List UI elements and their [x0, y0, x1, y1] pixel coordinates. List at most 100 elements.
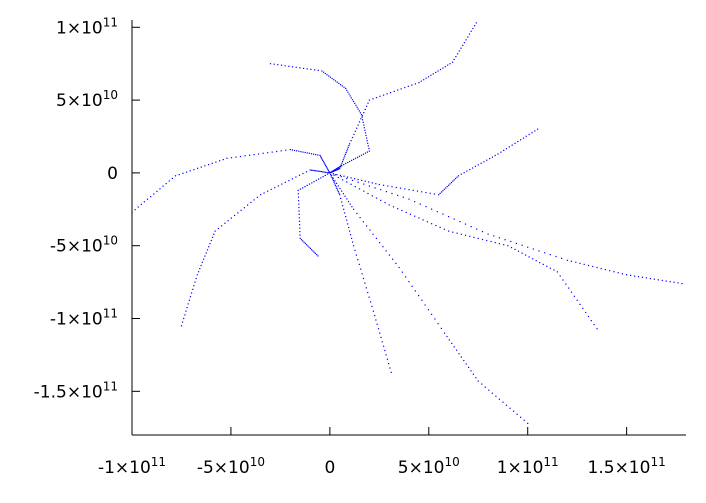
data-point	[355, 254, 357, 256]
data-point	[437, 323, 439, 325]
data-point	[315, 154, 317, 156]
data-point	[298, 200, 300, 202]
tick-mantissa: -1×10	[50, 310, 103, 330]
data-point	[510, 240, 512, 243]
data-point	[553, 269, 555, 271]
data-point	[427, 76, 430, 78]
data-point	[368, 150, 370, 152]
data-point	[253, 154, 255, 156]
data-point	[186, 307, 188, 309]
data-point	[260, 194, 262, 196]
data-point	[332, 180, 334, 182]
data-point	[345, 152, 347, 154]
data-point	[366, 225, 368, 227]
data-point	[323, 171, 325, 173]
data-point	[305, 244, 308, 246]
tick-mantissa: 1×10	[497, 458, 544, 478]
data-point	[521, 252, 523, 254]
data-point	[330, 173, 332, 176]
data-point	[311, 182, 313, 184]
data-point	[331, 171, 333, 173]
data-point	[448, 216, 450, 218]
data-point	[416, 190, 419, 192]
data-point	[291, 178, 293, 180]
data-point	[653, 278, 655, 280]
data-point	[414, 215, 416, 217]
data-point	[532, 248, 534, 250]
data-point	[469, 235, 471, 237]
data-point	[525, 135, 527, 137]
data-point	[336, 168, 338, 170]
data-point	[388, 363, 390, 365]
data-point	[316, 170, 318, 172]
data-point	[299, 224, 301, 226]
data-point	[468, 366, 470, 368]
data-point	[470, 30, 472, 32]
data-point	[385, 354, 387, 356]
data-point	[354, 102, 356, 104]
data-point	[436, 211, 438, 213]
data-point	[380, 199, 382, 201]
data-point	[669, 281, 671, 283]
data-point	[247, 204, 249, 206]
data-point	[234, 214, 236, 217]
data-point	[333, 170, 335, 172]
data-point	[284, 65, 286, 67]
data-point	[178, 174, 180, 176]
data-point	[313, 170, 315, 172]
data-point	[308, 183, 311, 185]
data-point	[498, 237, 500, 239]
data-point	[193, 285, 195, 287]
data-point	[363, 112, 365, 114]
data-point	[566, 259, 568, 261]
data-point	[429, 192, 431, 194]
data-point	[637, 276, 640, 278]
data-point	[363, 124, 365, 126]
data-point	[315, 170, 317, 172]
data-point	[180, 325, 183, 327]
data-point	[341, 85, 343, 87]
data-point	[342, 205, 344, 207]
data-point	[500, 151, 502, 153]
data-point	[539, 262, 541, 264]
tick-exponent: 11	[151, 455, 166, 469]
data-point	[230, 157, 233, 159]
data-point	[641, 276, 644, 278]
data-point	[460, 233, 462, 235]
data-point	[331, 170, 333, 172]
data-point	[449, 183, 451, 185]
data-point	[420, 80, 422, 82]
data-point	[634, 275, 636, 277]
data-point	[296, 150, 298, 152]
data-point	[527, 422, 529, 424]
data-point	[191, 292, 193, 294]
data-point	[302, 151, 304, 153]
data-point	[308, 152, 310, 154]
data-point	[362, 121, 364, 123]
data-point	[317, 255, 319, 257]
data-point	[604, 269, 606, 271]
data-point	[351, 159, 353, 161]
data-point	[295, 176, 297, 178]
data-point	[322, 171, 324, 173]
data-point	[362, 119, 364, 121]
data-point	[337, 167, 339, 169]
data-point	[366, 105, 368, 107]
data-point	[244, 155, 246, 157]
data-point	[421, 299, 423, 301]
data-point	[303, 67, 305, 69]
data-point	[299, 188, 302, 190]
data-point	[472, 167, 474, 169]
data-point	[339, 167, 341, 170]
data-point	[600, 268, 602, 270]
data-point	[383, 184, 385, 186]
data-point	[414, 290, 416, 292]
data-point	[384, 202, 386, 204]
data-point	[498, 243, 500, 245]
data-point	[390, 92, 392, 94]
data-point	[332, 177, 334, 179]
data-point	[381, 341, 383, 343]
data-point	[463, 359, 465, 362]
data-point	[357, 181, 359, 183]
data-point	[621, 273, 623, 275]
